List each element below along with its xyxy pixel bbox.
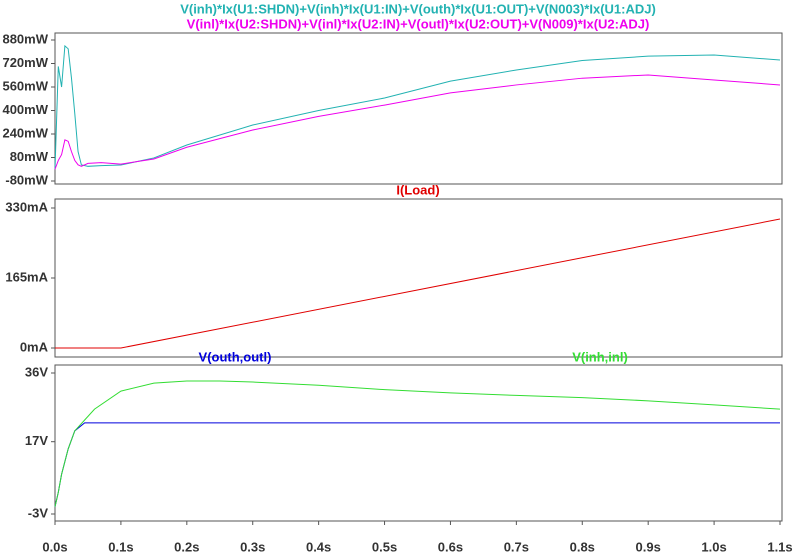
x-tick-label: 0.6s — [438, 539, 463, 554]
trace — [54, 422, 780, 507]
x-tick-label: 0.4s — [306, 539, 331, 554]
x-tick-label: 0.8s — [570, 539, 595, 554]
y-tick-label: 560mW — [2, 78, 48, 93]
trace-label: I(Load) — [396, 182, 439, 197]
trace-label: V(inh)*Ix(U1:SHDN)+V(inh)*Ix(U1:IN)+V(ou… — [180, 1, 656, 16]
y-tick-label: 720mW — [2, 55, 48, 70]
trace — [54, 44, 781, 170]
x-tick-label: 0.5s — [372, 539, 397, 554]
pane-border — [54, 198, 783, 358]
y-tick-label: 880mW — [2, 31, 48, 46]
y-tick-label: 80mW — [10, 149, 49, 164]
x-tick-label: 1.1s — [767, 539, 792, 554]
y-tick-label: -80mW — [5, 172, 48, 187]
x-tick-label: 0.2s — [174, 539, 199, 554]
x-tick-label: 0.9s — [636, 539, 661, 554]
y-tick-label: 0mA — [20, 339, 49, 354]
x-tick-label: 0.1s — [108, 539, 133, 554]
y-tick-label: -3V — [28, 505, 49, 520]
trace — [55, 218, 781, 349]
x-tick-label: 0.0s — [42, 539, 67, 554]
x-tick-label: 0.7s — [504, 539, 529, 554]
y-tick-label: 330mA — [5, 199, 48, 214]
y-tick-label: 240mW — [2, 125, 48, 140]
y-tick-label: 17V — [25, 433, 48, 448]
trace-label: V(inl)*Ix(U2:SHDN)+V(inl)*Ix(U2:IN)+V(ou… — [187, 16, 650, 31]
y-tick-label: 36V — [25, 364, 48, 379]
pane-border — [54, 32, 783, 185]
y-tick-label: 165mA — [5, 269, 48, 284]
x-tick-label: 0.3s — [240, 539, 265, 554]
trace-label: V(inh,inl) — [572, 349, 628, 364]
trace — [54, 380, 781, 507]
trace — [54, 74, 781, 170]
trace-label: V(outh,outl) — [199, 349, 272, 364]
x-tick-label: 1.0s — [701, 539, 726, 554]
y-tick-label: 400mW — [2, 102, 48, 117]
pane-border — [54, 364, 783, 522]
